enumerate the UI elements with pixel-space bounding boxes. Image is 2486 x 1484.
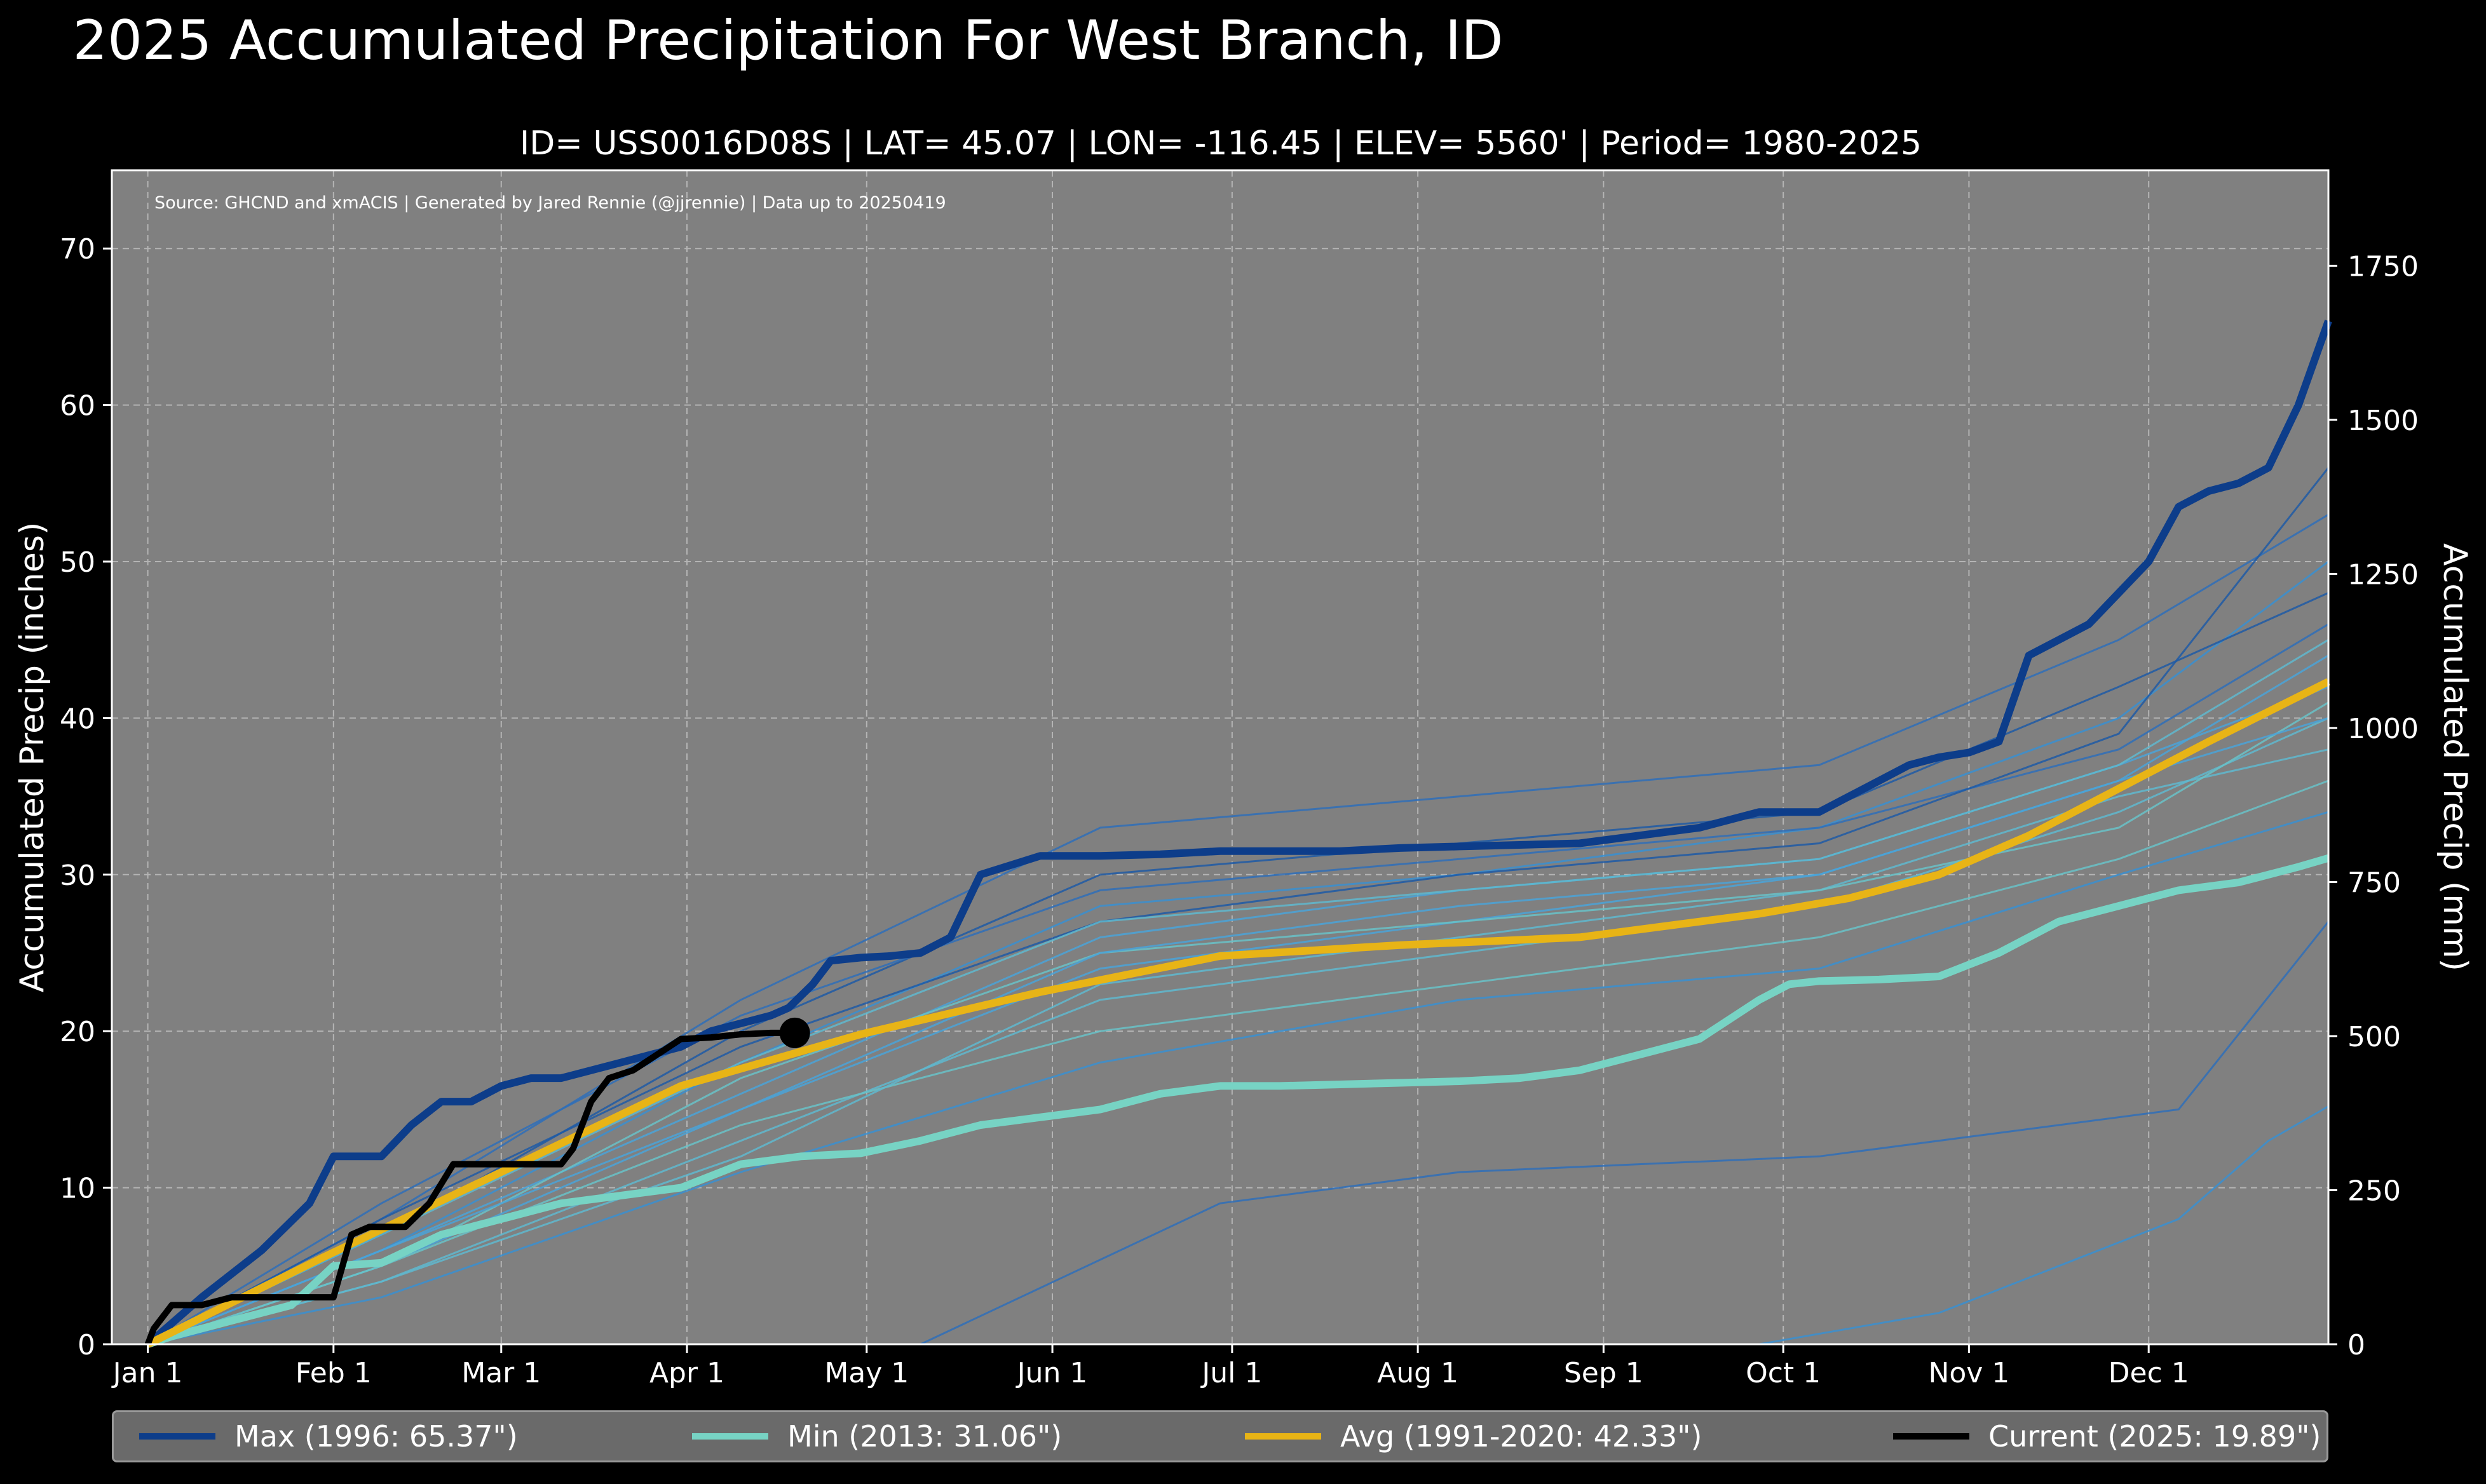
- y-tick-label: 60: [60, 390, 95, 422]
- legend-swatch-current: [1893, 1433, 1969, 1440]
- legend-item-avg: Avg (1991-2020: 42.33"): [1245, 1412, 1702, 1460]
- y-tick-label: 40: [60, 703, 95, 735]
- main-series: [144, 320, 2332, 1348]
- legend-label-min: Min (2013: 31.06"): [787, 1419, 1063, 1454]
- legend-item-current: Current (2025: 19.89"): [1893, 1412, 2321, 1460]
- history-line: [147, 811, 2329, 1346]
- x-tick-label: Jun 1: [1015, 1357, 1088, 1389]
- legend: Max (1996: 65.37") Min (2013: 31.06") Av…: [112, 1410, 2328, 1462]
- y-right-tick-label: 500: [2347, 1021, 2401, 1053]
- series-line-max: [145, 320, 2332, 1347]
- history-line: [147, 467, 2330, 1346]
- y-tick-label: 70: [60, 233, 95, 266]
- y-right-tick-label: 750: [2347, 867, 2401, 899]
- y-right-tick-label: 1500: [2347, 405, 2419, 437]
- history-line: [147, 717, 2329, 1346]
- y-tick-label: 30: [60, 860, 95, 892]
- y-right-tick-label: 0: [2347, 1329, 2365, 1361]
- x-tick-label: Aug 1: [1377, 1357, 1458, 1389]
- x-tick-label: Jan 1: [111, 1357, 183, 1389]
- x-tick-label: May 1: [824, 1357, 909, 1389]
- axes: 0 10 20 30 40 50 60 70 0 250 500 750 1000 1250 1500 175…: [60, 169, 2419, 1389]
- legend-label-max: Max (1996: 65.37"): [234, 1419, 518, 1454]
- history-line: [147, 560, 2329, 1346]
- y-right-tick-label: 250: [2347, 1175, 2401, 1207]
- x-tick-label: Feb 1: [295, 1357, 372, 1389]
- x-tick-label: Jul 1: [1200, 1357, 1262, 1389]
- x-tick-label: Oct 1: [1746, 1357, 1821, 1389]
- x-tick-label: Apr 1: [649, 1357, 724, 1389]
- legend-swatch-max: [139, 1433, 215, 1440]
- plot-area: [112, 170, 2328, 1344]
- y-tick-label: 20: [60, 1016, 95, 1048]
- x-tick-label: Sep 1: [1564, 1357, 1643, 1389]
- x-tick-label: Mar 1: [461, 1357, 541, 1389]
- x-tick-label: Nov 1: [1928, 1357, 2009, 1389]
- history-line: [147, 638, 2329, 1346]
- history-line: [147, 779, 2329, 1346]
- legend-label-current: Current (2025: 19.89"): [1988, 1419, 2321, 1454]
- plot-frame: [111, 169, 2330, 1346]
- y-right-tick-label: 1250: [2347, 558, 2419, 591]
- x-tick-label: Dec 1: [2109, 1357, 2189, 1389]
- y-axis-label-right: Accumulated Precip (mm): [2436, 543, 2474, 971]
- series-line-avg: [146, 678, 2330, 1348]
- current-endpoint-marker: [779, 1017, 810, 1048]
- y-right-tick-label: 1750: [2347, 250, 2419, 283]
- y-right-tick-label: 1000: [2347, 713, 2419, 745]
- history-line: [147, 623, 2329, 1346]
- chart-title: 2025 Accumulated Precipitation For West …: [72, 9, 1504, 72]
- legend-swatch-min: [692, 1433, 768, 1440]
- legend-item-max: Max (1996: 65.37"): [139, 1412, 518, 1460]
- history-line: [920, 921, 2330, 1346]
- y-tick-label: 50: [60, 546, 95, 579]
- legend-label-avg: Avg (1991-2020: 42.33"): [1340, 1419, 1702, 1454]
- chart-subtitle: ID= USS0016D08S | LAT= 45.07 | LON= -116…: [519, 125, 1922, 163]
- legend-item-min: Min (2013: 31.06"): [692, 1412, 1062, 1460]
- series-line-min: [146, 854, 2330, 1348]
- y-tick-label: 10: [60, 1173, 95, 1205]
- y-axis-label-left: Accumulated Precip (inches): [13, 522, 51, 993]
- series-line-current: [144, 1029, 795, 1346]
- legend-swatch-avg: [1245, 1433, 1321, 1440]
- history-line: [147, 717, 2329, 1346]
- history-line: [1759, 1105, 2329, 1346]
- y-tick-label: 0: [78, 1329, 95, 1361]
- source-note: Source: GHCND and xmACIS | Generated by …: [154, 193, 946, 213]
